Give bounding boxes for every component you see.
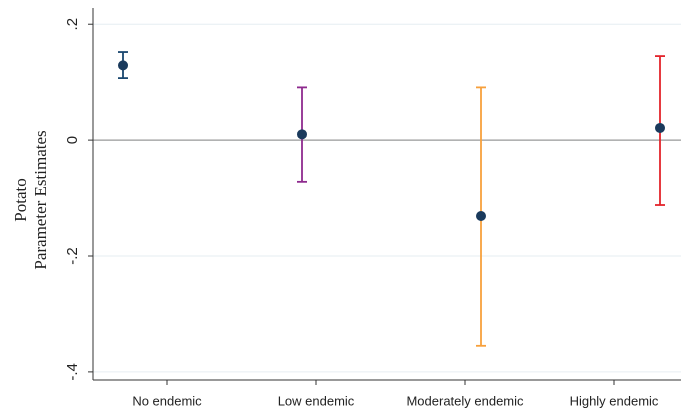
y-tick-label: .2 <box>64 18 81 31</box>
y-tick-label: -.4 <box>64 363 81 381</box>
y-axis-label: Parameter Estimates <box>31 130 50 269</box>
y-tick-label: -.2 <box>64 247 81 265</box>
x-tick-label: No endemic <box>132 393 202 408</box>
x-tick-label: Low endemic <box>278 393 355 408</box>
point <box>297 129 307 140</box>
point <box>655 122 665 133</box>
point <box>118 60 128 71</box>
y-tick-label: 0 <box>64 136 81 144</box>
y-axis-label: Potato <box>11 178 30 221</box>
point <box>476 211 486 222</box>
x-tick-label: Highly endemic <box>570 393 659 408</box>
x-tick-label: Moderately endemic <box>406 393 524 408</box>
